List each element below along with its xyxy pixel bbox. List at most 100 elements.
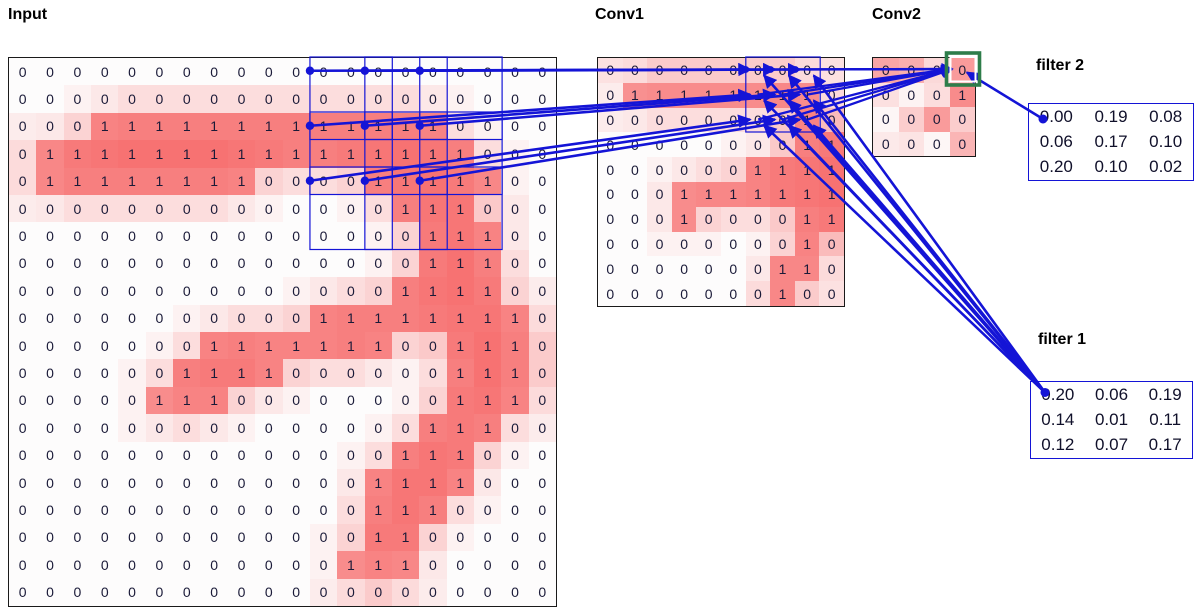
grid-cell: 0 <box>91 58 119 86</box>
grid-cell: 0 <box>473 58 502 86</box>
filter-value: 0.07 <box>1094 435 1129 455</box>
grid-cell: 1 <box>200 112 228 141</box>
grid-cell: 0 <box>36 414 64 442</box>
grid-cell: 1 <box>36 140 64 168</box>
grid-cell: 0 <box>200 304 228 332</box>
grid-cell: 0 <box>647 107 672 133</box>
grid-cell: 0 <box>36 85 64 113</box>
grid-cell: 0 <box>63 58 92 86</box>
grid-cell: 0 <box>200 277 228 305</box>
grid-cell: 1 <box>91 167 119 195</box>
grid-cell: 0 <box>9 441 37 469</box>
grid-cell: 0 <box>364 578 392 606</box>
grid-cell: 0 <box>501 496 529 524</box>
grid-cell: 1 <box>671 181 697 207</box>
grid-cell: 1 <box>419 167 447 195</box>
grid-cell: 0 <box>528 331 556 360</box>
grid-cell: 0 <box>598 107 623 133</box>
grid-cell: 1 <box>309 112 338 141</box>
grid-cell: 1 <box>200 359 228 387</box>
grid-cell: 0 <box>36 112 64 141</box>
grid-cell: 0 <box>9 551 37 579</box>
grid-cell: 0 <box>622 281 648 306</box>
grid-cell: 0 <box>364 58 392 86</box>
grid-cell: 0 <box>118 222 146 250</box>
grid-cell: 0 <box>63 441 92 469</box>
grid-cell: 0 <box>309 468 338 497</box>
grid-cell: 0 <box>36 441 64 469</box>
filter-value: 0.12 <box>1041 435 1075 455</box>
filter2-title: filter 2 <box>1036 57 1085 74</box>
grid-cell: 0 <box>819 107 844 133</box>
grid-cell: 0 <box>145 523 174 552</box>
grid-cell: 0 <box>337 222 365 250</box>
grid-cell: 0 <box>145 414 174 442</box>
grid-cell: 0 <box>721 58 746 83</box>
grid-cell: 1 <box>364 468 392 497</box>
grid-cell: 0 <box>721 206 746 232</box>
grid-cell: 0 <box>309 551 338 579</box>
grid-cell: 0 <box>473 112 502 141</box>
grid-cell: 0 <box>9 359 37 387</box>
grid-cell: 0 <box>118 523 146 552</box>
grid-cell: 0 <box>63 85 92 113</box>
grid-cell: 1 <box>419 304 447 332</box>
grid-cell: 0 <box>282 249 310 278</box>
grid-cell: 0 <box>309 578 338 606</box>
grid-cell: 0 <box>528 523 556 552</box>
grid-cell: 1 <box>770 157 795 182</box>
grid-cell: 0 <box>145 441 174 469</box>
grid-cell: 0 <box>227 277 256 305</box>
grid-cell: 0 <box>282 277 310 305</box>
grid-cell: 0 <box>9 249 37 278</box>
grid-cell: 0 <box>528 222 556 250</box>
grid-cell: 0 <box>501 277 529 305</box>
grid-cell: 0 <box>63 386 92 415</box>
grid-cell: 1 <box>794 157 820 182</box>
grid-cell: 0 <box>446 496 474 524</box>
grid-cell: 0 <box>501 58 529 86</box>
grid-cell: 0 <box>118 441 146 469</box>
grid-cell: 0 <box>91 414 119 442</box>
grid-cell: 0 <box>473 441 502 469</box>
grid-cell: 1 <box>364 112 392 141</box>
grid-cell: 1 <box>473 359 502 387</box>
filter-value: 0.20 <box>1041 384 1075 404</box>
grid-cell: 0 <box>364 85 392 113</box>
grid-cell: 0 <box>9 304 37 332</box>
grid-cell: 1 <box>419 140 447 168</box>
grid-cell: 1 <box>473 222 502 250</box>
grid-cell: 0 <box>770 206 795 232</box>
grid-cell: 0 <box>36 359 64 387</box>
grid-cell: 0 <box>873 107 899 132</box>
grid-cell: 0 <box>924 107 950 132</box>
grid-cell: 1 <box>391 277 420 305</box>
grid-cell: 1 <box>391 523 420 552</box>
grid-cell: 1 <box>745 82 771 108</box>
grid-cell: 1 <box>227 359 256 387</box>
grid-cell: 0 <box>255 167 283 195</box>
conv2-title: Conv2 <box>872 6 921 23</box>
grid-cell: 1 <box>255 140 283 168</box>
grid-cell: 0 <box>118 249 146 278</box>
grid-cell: 0 <box>173 222 201 250</box>
grid-cell: 1 <box>255 359 283 387</box>
grid-cell: 0 <box>391 386 420 415</box>
grid-cell: 1 <box>391 194 420 223</box>
grid-cell: 0 <box>696 206 721 232</box>
grid-cell: 1 <box>446 359 474 387</box>
grid-cell: 0 <box>528 85 556 113</box>
grid-cell: 0 <box>598 132 623 158</box>
grid-cell: 1 <box>118 140 146 168</box>
grid-cell: 0 <box>501 249 529 278</box>
grid-cell: 1 <box>364 140 392 168</box>
grid-cell: 0 <box>501 578 529 606</box>
grid-cell: 0 <box>309 194 338 223</box>
grid-cell: 1 <box>721 181 746 207</box>
grid-cell: 0 <box>598 281 623 306</box>
grid-cell: 1 <box>282 112 310 141</box>
grid-cell: 0 <box>36 304 64 332</box>
grid-cell: 0 <box>770 231 795 257</box>
grid-cell: 0 <box>501 551 529 579</box>
grid-cell: 1 <box>446 194 474 223</box>
